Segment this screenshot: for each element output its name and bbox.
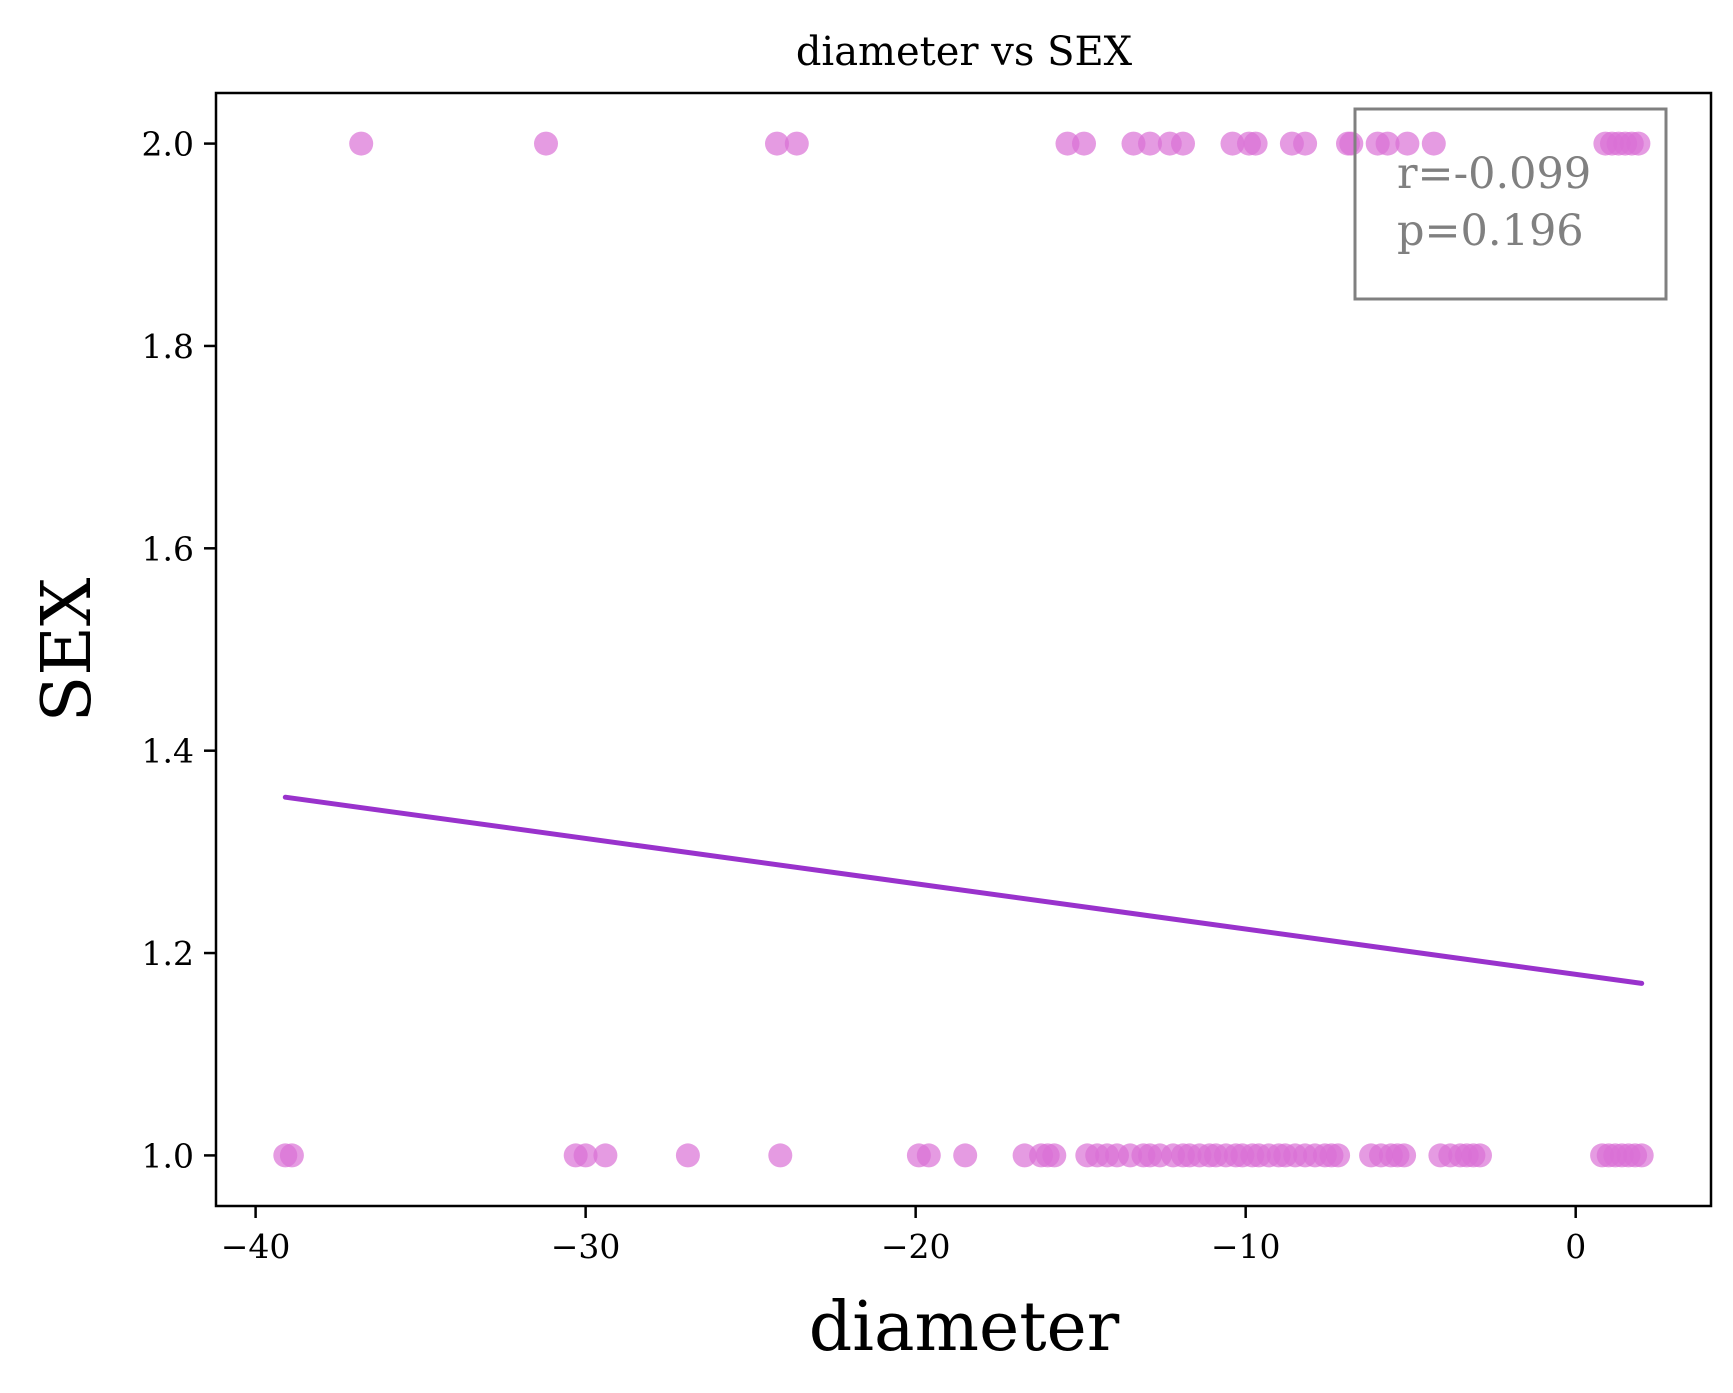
y-axis-label: SEX xyxy=(28,577,107,722)
scatter-point xyxy=(1042,1143,1067,1168)
x-tick-label: 0 xyxy=(1565,1227,1586,1266)
x-axis-ticks: −40 −30 −20 −10 0 xyxy=(221,1206,1586,1266)
scatter-point xyxy=(1326,1143,1351,1168)
scatter-point xyxy=(768,1143,793,1168)
x-tick-label: −10 xyxy=(1211,1227,1281,1266)
plot-frame xyxy=(214,91,1713,1208)
regression-line-layer xyxy=(282,794,1645,986)
y-tick-label: 1.4 xyxy=(142,732,194,771)
scatter-point xyxy=(534,131,558,156)
p-value-label: p=0.196 xyxy=(1397,206,1584,256)
scatter-point xyxy=(1421,131,1446,156)
scatter-point xyxy=(1375,131,1400,156)
scatter-point xyxy=(1171,131,1195,156)
scatter-point xyxy=(1629,1143,1654,1168)
y-axis-ticks: 1.0 1.2 1.4 1.6 1.8 2.0 xyxy=(142,125,216,1175)
scatter-point xyxy=(1243,131,1268,156)
chart-title: diameter vs SEX xyxy=(796,29,1133,75)
scatter-point xyxy=(953,1143,978,1168)
x-tick-label: −20 xyxy=(881,1227,951,1266)
scatter-point xyxy=(1220,131,1245,156)
y-tick-label: 1.6 xyxy=(142,529,194,568)
scatter-point xyxy=(1395,131,1420,156)
regression-line xyxy=(282,794,1645,986)
y-tick-label: 1.2 xyxy=(142,934,194,973)
scatter-point xyxy=(675,1143,700,1168)
scatter-points xyxy=(273,131,1654,1168)
scatter-point xyxy=(765,131,789,156)
y-tick-label: 2.0 xyxy=(142,125,194,164)
scatter-point xyxy=(1339,131,1364,156)
scatter-point xyxy=(1138,131,1162,156)
stats-box xyxy=(1353,107,1668,301)
scatter-point xyxy=(916,1143,941,1168)
scatter-point xyxy=(593,1143,618,1168)
scatter-point xyxy=(1012,1143,1037,1168)
x-axis-label: diameter xyxy=(809,1288,1120,1367)
stats-legend: r=-0.099 p=0.196 xyxy=(1353,107,1668,301)
scatter-point xyxy=(1293,131,1318,156)
scatter-point xyxy=(1055,131,1080,156)
scatter-point xyxy=(1468,1143,1492,1168)
scatter-point xyxy=(1072,131,1096,156)
scatter-point xyxy=(1626,131,1651,156)
scatter-point xyxy=(1121,131,1146,156)
x-tick-label: −40 xyxy=(221,1227,291,1266)
scatter-point xyxy=(349,131,374,156)
y-tick-label: 1.0 xyxy=(142,1136,194,1175)
correlation-r-label: r=-0.099 xyxy=(1397,149,1591,199)
scatter-point xyxy=(784,131,809,156)
x-tick-label: −30 xyxy=(551,1227,621,1266)
plot-area xyxy=(214,91,1713,1208)
scatter-point xyxy=(1392,1143,1417,1168)
scatter-point xyxy=(573,1143,598,1168)
scatter-point xyxy=(279,1143,304,1168)
y-tick-label: 1.8 xyxy=(142,327,194,366)
